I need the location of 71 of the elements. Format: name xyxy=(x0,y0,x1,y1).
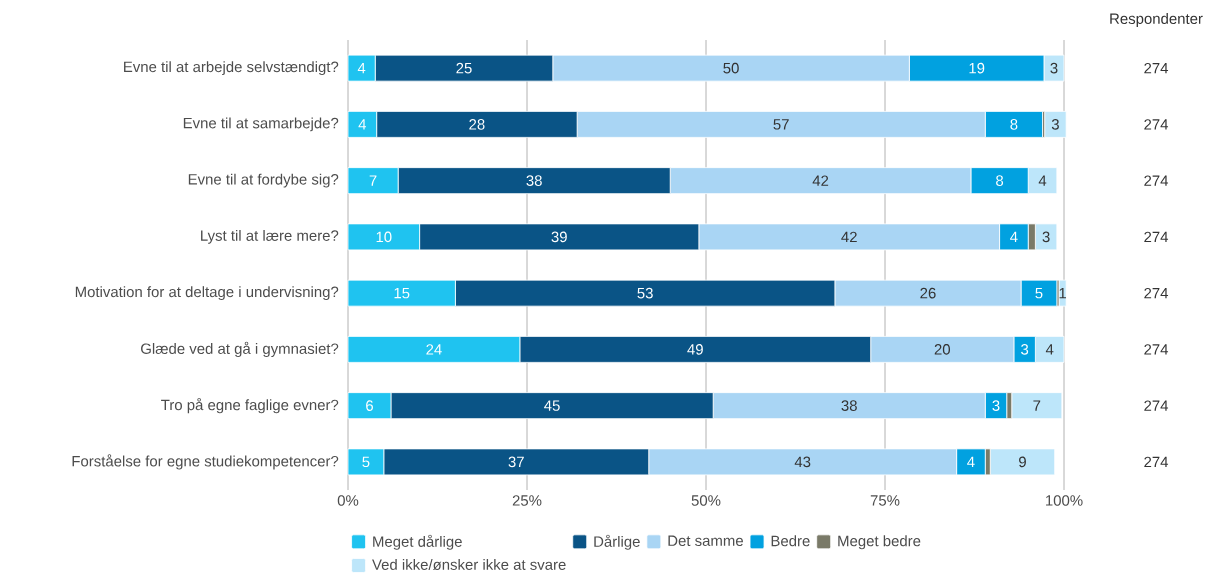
data-label: 3 xyxy=(992,400,1000,411)
y-tick-label: Forståelse for egne studiekompetencer? xyxy=(72,454,339,470)
text: Respondenter xyxy=(1110,13,1203,27)
x-tick-label: 50% xyxy=(691,495,721,506)
data-label: 3 xyxy=(1021,344,1029,355)
data-label: 9 xyxy=(1019,456,1026,468)
text: 274 xyxy=(1144,287,1169,299)
data-label: 19 xyxy=(969,62,985,74)
data-label: 8 xyxy=(996,175,1004,186)
bar xyxy=(989,448,1056,476)
data-label: 57 xyxy=(773,119,789,130)
legend-label: Det samme xyxy=(668,535,743,546)
data-label: 38 xyxy=(841,400,857,411)
data-label: 37 xyxy=(508,456,524,468)
data-label: 4 xyxy=(967,456,975,468)
y-tick-label: Glæde ved at gå i gymnasiet? xyxy=(141,341,339,357)
data-label: 4 xyxy=(357,62,366,74)
text: 274 xyxy=(1144,400,1169,411)
data-label: 42 xyxy=(812,175,829,186)
text: 274 xyxy=(1144,175,1169,186)
data-label: 20 xyxy=(934,344,951,355)
x-tick-label: 75% xyxy=(870,495,900,506)
data-label: 42 xyxy=(841,231,857,243)
data-label: 24 xyxy=(426,344,442,355)
data-label: 5 xyxy=(1035,287,1043,299)
data-label: 3 xyxy=(1042,231,1050,243)
data-label: 49 xyxy=(687,344,703,355)
data-label: 4 xyxy=(1045,344,1054,355)
data-label: 50 xyxy=(723,62,739,74)
data-label: 7 xyxy=(369,175,377,186)
data-label: 5 xyxy=(362,456,370,468)
x-tick-label: 25% xyxy=(512,495,542,506)
y-tick-label: Motivation for at deltage i undervisning? xyxy=(75,286,339,301)
y-tick-label: Tro på egne faglige evner? xyxy=(161,398,339,414)
legend-label: Meget dårlige xyxy=(373,534,462,550)
text: 274 xyxy=(1144,62,1169,74)
legend-label: Bedre xyxy=(771,535,810,547)
y-tick-label: Lyst til at lære mere? xyxy=(201,229,339,244)
data-label: 26 xyxy=(920,287,936,299)
data-label: 10 xyxy=(376,231,392,243)
y-tick-label: Evne til at fordybe sig? xyxy=(188,173,339,188)
legend-label: Dårlige xyxy=(594,534,640,550)
text: 274 xyxy=(1144,344,1169,355)
data-label: 43 xyxy=(794,456,811,468)
y-tick-label: Evne til at samarbejde? xyxy=(183,117,339,132)
data-label: 39 xyxy=(551,231,567,243)
data-label: 45 xyxy=(544,400,560,411)
data-label: 7 xyxy=(1033,400,1041,411)
bar xyxy=(1011,392,1063,420)
data-label: 8 xyxy=(1010,119,1018,130)
text: 274 xyxy=(1144,119,1169,130)
legend-label: Ved ikke/ønsker ikke at svare xyxy=(372,558,566,571)
data-label: 25 xyxy=(456,62,472,74)
data-label: 53 xyxy=(637,287,653,299)
text: 274 xyxy=(1144,231,1169,243)
data-label: 6 xyxy=(366,400,373,411)
data-label: 4 xyxy=(358,119,367,130)
data-label: 1 xyxy=(1059,287,1066,299)
x-tick-label: 0% xyxy=(337,495,359,506)
data-label: 28 xyxy=(469,119,485,130)
data-label: 4 xyxy=(1010,231,1018,243)
bar xyxy=(1044,110,1067,138)
data-label: 15 xyxy=(394,287,410,299)
legend-label: Meget bedre xyxy=(838,535,921,550)
x-tick-label: 100% xyxy=(1046,495,1083,506)
data-label: 3 xyxy=(1050,62,1058,74)
data-label: 38 xyxy=(526,175,542,186)
text: 274 xyxy=(1144,456,1169,468)
y-tick-label: Evne til at arbejde selvstændigt? xyxy=(124,61,339,76)
data-label: 3 xyxy=(1051,119,1059,130)
data-label: 4 xyxy=(1038,175,1047,186)
